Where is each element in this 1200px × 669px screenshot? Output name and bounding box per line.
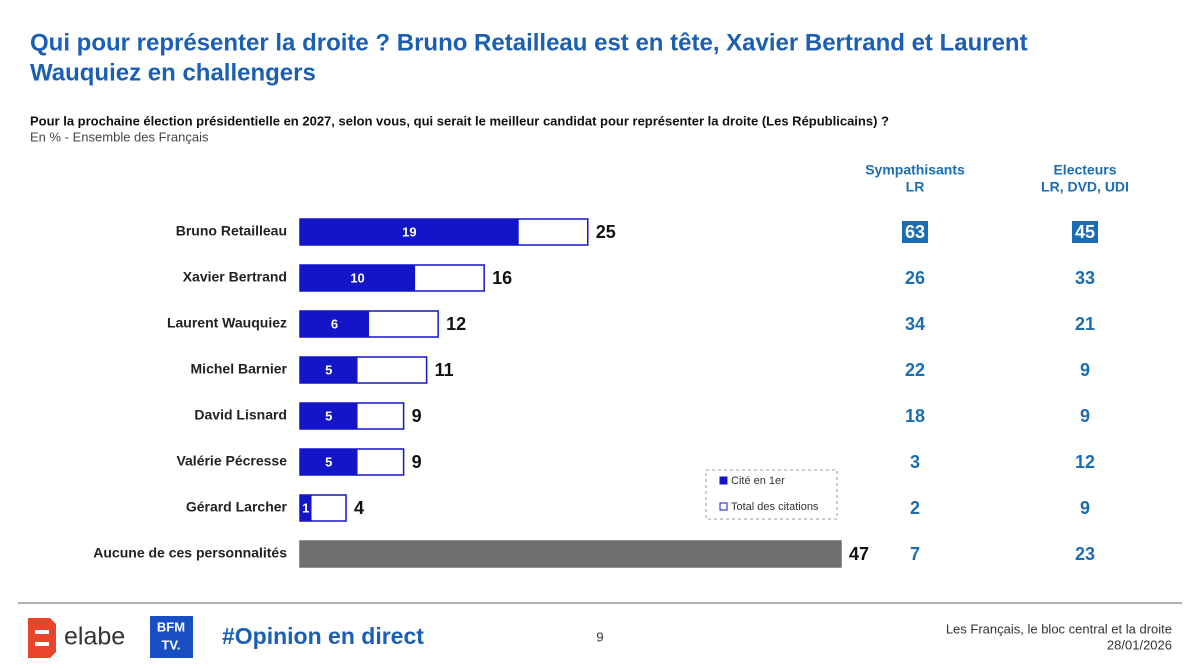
- column-value: 45: [1075, 222, 1095, 242]
- study-date: 28/01/2026: [1107, 637, 1172, 652]
- study-name: Les Français, le bloc central et la droi…: [946, 621, 1172, 636]
- total-label: 16: [492, 268, 512, 288]
- title-line: Wauquiez en challengers: [30, 59, 316, 86]
- total-label: 9: [412, 406, 422, 426]
- first-label: 5: [325, 362, 332, 377]
- column-header: LR: [906, 179, 925, 195]
- column-header: Sympathisants: [865, 162, 965, 178]
- legend-label: Cité en 1er: [731, 475, 785, 487]
- first-bar: [300, 495, 312, 521]
- category-label: Laurent Wauquiez: [167, 315, 287, 331]
- first-bar: [300, 449, 358, 475]
- column-value: 34: [905, 314, 925, 334]
- first-bar: [300, 311, 370, 337]
- hashtag: #Opinion en direct: [222, 623, 424, 649]
- first-label: 10: [350, 270, 364, 285]
- legend-label: Total des citations: [731, 501, 819, 513]
- tv-logo-text: BFM: [157, 619, 185, 634]
- column-value: 18: [905, 406, 925, 426]
- first-label: 5: [325, 408, 332, 423]
- column-value: 2: [910, 498, 920, 518]
- column-value: 33: [1075, 268, 1095, 288]
- first-bar: [300, 219, 519, 245]
- tv-logo-text: TV.: [161, 637, 180, 652]
- column-header: LR, DVD, UDI: [1041, 179, 1129, 195]
- total-label: 9: [412, 452, 422, 472]
- total-label: 12: [446, 314, 466, 334]
- category-label: Aucune de ces personnalités: [93, 545, 287, 561]
- category-label: Michel Barnier: [191, 361, 288, 377]
- first-label: 1: [302, 500, 309, 515]
- column-value: 3: [910, 452, 920, 472]
- total-label: 4: [354, 498, 364, 518]
- legend-swatch: [719, 502, 728, 511]
- subtitle: Pour la prochaine élection présidentiell…: [30, 113, 889, 128]
- page-number: 9: [596, 629, 603, 644]
- first-bar: [300, 357, 358, 383]
- column-value: 12: [1075, 452, 1095, 472]
- total-label: 47: [849, 544, 869, 564]
- total-label: 25: [596, 222, 616, 242]
- column-value: 9: [1080, 498, 1090, 518]
- note: En % - Ensemble des Français: [30, 129, 209, 144]
- category-label: Xavier Bertrand: [183, 269, 287, 285]
- elabe-logo-mark: [35, 630, 49, 634]
- category-label: Valérie Pécresse: [176, 453, 287, 469]
- first-bar: [300, 265, 416, 291]
- category-label: Bruno Retailleau: [176, 223, 287, 239]
- column-value: 26: [905, 268, 925, 288]
- elabe-logo-icon: [28, 618, 56, 658]
- category-label: David Lisnard: [194, 407, 287, 423]
- first-bar: [300, 403, 358, 429]
- column-value: 7: [910, 544, 920, 564]
- column-value: 21: [1075, 314, 1095, 334]
- elabe-logo-mark: [35, 642, 49, 646]
- first-label: 5: [325, 454, 332, 469]
- tv-logo: [150, 616, 193, 658]
- column-value: 9: [1080, 360, 1090, 380]
- value-highlight: [902, 221, 928, 243]
- first-label: 19: [402, 224, 416, 239]
- column-value: 22: [905, 360, 925, 380]
- category-label: Gérard Larcher: [186, 499, 288, 515]
- total-bar: [299, 540, 842, 568]
- first-label: 6: [331, 316, 338, 331]
- column-value: 9: [1080, 406, 1090, 426]
- column-value: 63: [905, 222, 925, 242]
- title-line: Qui pour représenter la droite ? Bruno R…: [30, 29, 1028, 56]
- column-header: Electeurs: [1053, 162, 1116, 178]
- total-label: 11: [435, 360, 454, 380]
- value-highlight: [1072, 221, 1098, 243]
- column-value: 23: [1075, 544, 1095, 564]
- brand: elabe: [64, 623, 125, 651]
- legend-swatch: [719, 476, 728, 485]
